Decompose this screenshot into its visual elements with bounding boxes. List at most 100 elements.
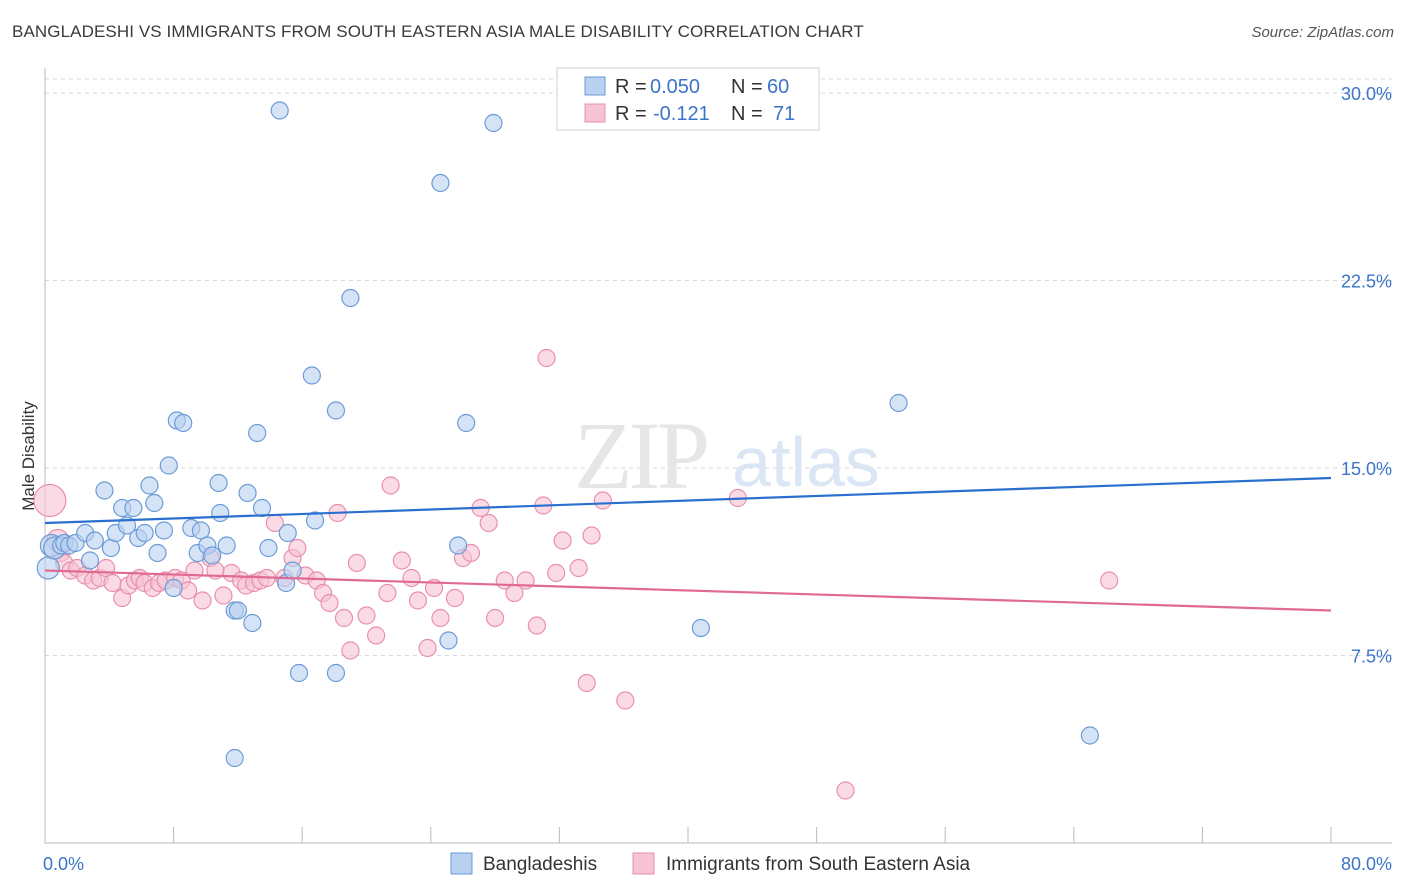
bangladeshi-point xyxy=(439,631,458,650)
bangladeshi-point xyxy=(305,511,325,530)
x-tick-label-min: 0.0% xyxy=(43,854,84,874)
immigrant-point xyxy=(527,616,546,635)
bangladeshi-point xyxy=(217,536,236,555)
immigrant-point xyxy=(577,673,596,693)
bangladeshi-point xyxy=(238,483,257,503)
bangladeshi-point xyxy=(101,538,121,558)
bangladeshi-point xyxy=(36,556,60,580)
legend-bottom-label-pink: Immigrants from South Eastern Asia xyxy=(666,854,971,875)
bangladeshi-point xyxy=(164,578,183,598)
immigrant-point xyxy=(553,531,572,550)
watermark-zip: ZIP xyxy=(574,402,707,509)
bangladeshi-point xyxy=(691,618,710,638)
bangladeshi-point xyxy=(484,113,503,133)
immigrant-point xyxy=(103,573,122,593)
immigrant-point xyxy=(357,606,376,625)
bangladeshi-trend-line xyxy=(44,476,1332,525)
immigrant-point xyxy=(836,781,855,800)
immigrant-point xyxy=(479,513,498,533)
chart-title: BANGLADESHI VS IMMIGRANTS FROM SOUTH EAS… xyxy=(12,22,864,41)
immigrant-point xyxy=(418,638,437,658)
bangladeshi-point xyxy=(80,551,100,570)
bangladeshi-point xyxy=(124,498,143,518)
bangladeshi-point xyxy=(326,401,346,420)
bangladeshi-point xyxy=(209,473,228,493)
x-tick-label-max: 80.0% xyxy=(1341,854,1392,874)
y-tick-label: 30.0% xyxy=(1341,84,1392,104)
immigrant-point xyxy=(341,641,360,660)
correlation-legend: R = 0.050 N = 60 R = -0.121 N = 71 xyxy=(556,67,820,131)
bangladeshi-point xyxy=(154,521,174,540)
legend-n-value-pink: 71 xyxy=(773,103,795,125)
bangladeshi-point xyxy=(225,748,244,768)
bangladeshi-point xyxy=(326,663,346,683)
bangladeshi-point xyxy=(248,423,267,443)
immigrant-point xyxy=(334,608,354,628)
bangladeshi-point xyxy=(1080,726,1099,745)
legend-n-label-blue: N = xyxy=(731,76,763,98)
y-tick-label: 7.5% xyxy=(1351,647,1392,667)
bangladeshi-point xyxy=(283,561,302,580)
bangladeshi-point xyxy=(203,546,222,565)
series-bangladeshis-points xyxy=(36,101,1099,768)
bangladeshi-point xyxy=(270,101,289,120)
immigrant-point xyxy=(537,348,556,368)
bangladeshi-point xyxy=(457,413,476,433)
immigrant-point xyxy=(347,553,366,573)
bangladeshi-point xyxy=(449,536,468,555)
immigrant-point xyxy=(320,593,339,613)
immigrant-point xyxy=(408,591,428,610)
immigrant-point xyxy=(367,626,386,645)
bangladeshi-point xyxy=(95,481,114,500)
immigrant-point xyxy=(569,558,588,578)
trend-lines xyxy=(44,476,1332,612)
immigrant-point xyxy=(1100,571,1119,590)
legend-swatch-pink xyxy=(584,103,606,123)
bangladeshi-point xyxy=(431,173,450,193)
immigrant-point xyxy=(381,476,400,495)
watermark-atlas: atlas xyxy=(732,423,880,501)
bangladeshi-point xyxy=(341,288,360,308)
immigrant-point xyxy=(33,483,67,518)
legend-bottom-swatch-blue xyxy=(450,852,473,875)
axis-layer xyxy=(44,68,1392,844)
bangladeshi-point xyxy=(145,493,164,513)
bangladeshi-point xyxy=(174,413,193,433)
bangladeshi-point xyxy=(159,456,178,475)
bangladeshi-point xyxy=(135,523,154,543)
immigrant-point xyxy=(402,568,421,588)
grid-layer xyxy=(45,78,1392,656)
immigrant-point xyxy=(582,526,601,545)
tick-labels: 7.5% 15.0% 22.5% 30.0% 0.0% 80.0% xyxy=(43,84,1392,874)
bangladeshi-point xyxy=(228,601,247,620)
bangladeshi-point xyxy=(140,476,159,495)
legend-n-value-blue: 60 xyxy=(767,76,789,98)
bangladeshi-point xyxy=(278,523,297,543)
legend-bottom-swatch-pink xyxy=(632,852,655,875)
immigrant-point xyxy=(593,491,612,510)
bangladeshi-point xyxy=(85,531,104,550)
bangladeshi-point xyxy=(302,366,321,385)
immigrant-point xyxy=(445,588,465,608)
immigrant-point xyxy=(392,551,411,570)
watermark: ZIP atlas xyxy=(574,402,880,509)
source-label: Source: ZipAtlas.com xyxy=(1251,24,1394,41)
bangladeshi-point xyxy=(148,543,167,563)
immigrant-point xyxy=(486,608,505,628)
immigrant-point xyxy=(214,586,233,605)
bangladeshi-point xyxy=(191,521,211,540)
bangladeshi-point xyxy=(252,498,272,518)
bangladeshi-point xyxy=(289,663,309,683)
y-axis-label: Male Disability xyxy=(19,401,38,511)
legend-r-value-pink: -0.121 xyxy=(653,103,710,125)
immigrant-point xyxy=(185,561,204,580)
legend-r-label-pink: R = xyxy=(615,103,647,125)
immigrant-point xyxy=(193,591,212,610)
legend-swatch-blue xyxy=(584,76,606,96)
legend-n-label-pink: N = xyxy=(731,103,763,125)
legend-r-value-blue: 0.050 xyxy=(650,76,700,98)
bangladeshi-point xyxy=(889,393,908,413)
y-tick-label: 15.0% xyxy=(1341,459,1392,479)
bangladeshi-point xyxy=(211,503,230,523)
